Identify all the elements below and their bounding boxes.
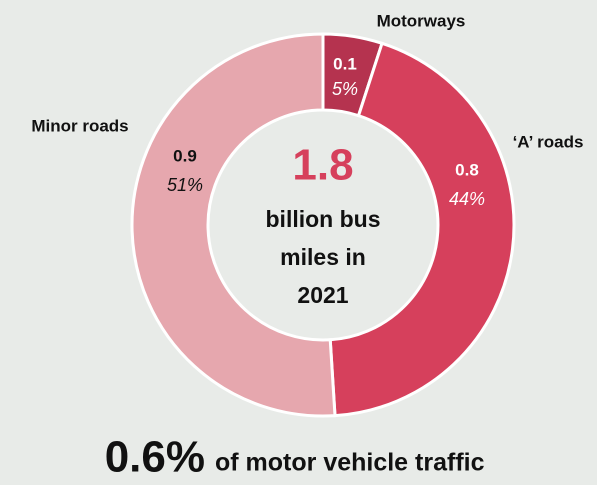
footer-text: of motor vehicle traffic — [215, 449, 485, 477]
footer-value: 0.6% — [105, 433, 205, 482]
center-caption: 2021 — [297, 282, 348, 308]
share-label: 5% — [332, 79, 358, 99]
donut-slice — [328, 41, 516, 418]
value-label: 0.8 — [455, 160, 479, 179]
donut-slice — [130, 32, 337, 418]
category-label: Motorways — [377, 11, 466, 30]
category-label: Minor roads — [31, 116, 128, 135]
share-label: 51% — [167, 175, 203, 195]
category-label: ‘A’ roads — [513, 132, 584, 151]
value-label: 0.9 — [173, 146, 197, 165]
share-label: 44% — [449, 189, 485, 209]
center-caption: billion bus — [266, 206, 381, 232]
center-caption: miles in — [280, 244, 366, 270]
center-value: 1.8 — [292, 141, 353, 190]
value-label: 0.1 — [333, 54, 357, 73]
